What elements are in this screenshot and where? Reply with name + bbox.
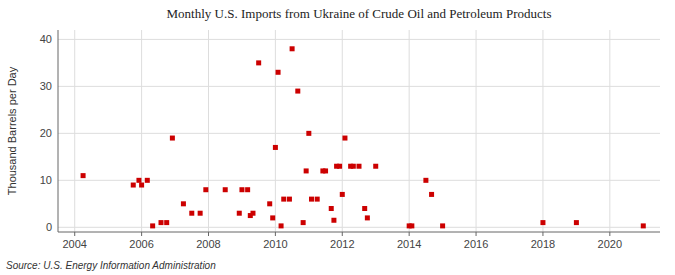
y-tick-label: 0	[46, 221, 52, 233]
point	[329, 206, 334, 211]
point	[373, 164, 378, 169]
x-tick-label: 2018	[531, 238, 555, 250]
point	[429, 192, 434, 197]
x-tick-label: 2020	[598, 238, 622, 250]
x-tick-label: 2004	[62, 238, 86, 250]
point	[331, 218, 336, 223]
point	[170, 136, 175, 141]
grid	[58, 30, 660, 232]
point	[136, 178, 141, 183]
point	[315, 197, 320, 202]
point	[150, 223, 155, 228]
y-grid-line	[58, 227, 660, 228]
point	[256, 60, 261, 65]
point	[181, 201, 186, 206]
x-tick	[342, 232, 343, 236]
point	[270, 215, 275, 220]
y-axis-label: Thousand Barrels per Day	[6, 66, 18, 195]
point	[323, 168, 328, 173]
point	[301, 220, 306, 225]
point	[189, 211, 194, 216]
x-grid-line	[409, 30, 410, 232]
x-axis	[58, 232, 660, 233]
point	[409, 223, 414, 228]
y-grid-line	[58, 39, 660, 40]
x-grid-line	[275, 30, 276, 232]
x-grid-line	[609, 30, 610, 232]
x-tick	[409, 232, 410, 236]
point	[540, 220, 545, 225]
point	[440, 223, 445, 228]
point	[276, 70, 281, 75]
y-tick-label: 10	[40, 174, 52, 186]
point	[250, 211, 255, 216]
point	[267, 201, 272, 206]
point	[340, 192, 345, 197]
x-tick	[141, 232, 142, 236]
point	[273, 145, 278, 150]
point	[223, 187, 228, 192]
x-tick	[476, 232, 477, 236]
point	[237, 211, 242, 216]
point	[306, 131, 311, 136]
point	[290, 46, 295, 51]
y-axis	[58, 30, 59, 232]
point	[295, 89, 300, 94]
point	[423, 178, 428, 183]
y-tick-label: 30	[40, 80, 52, 92]
point	[203, 187, 208, 192]
point	[245, 187, 250, 192]
point	[164, 220, 169, 225]
point	[131, 183, 136, 188]
x-tick	[542, 232, 543, 236]
x-tick-label: 2010	[263, 238, 287, 250]
point	[81, 173, 86, 178]
point	[198, 211, 203, 216]
source: Source: U.S. Energy Information Administ…	[6, 260, 216, 271]
x-grid-line	[141, 30, 142, 232]
point	[574, 220, 579, 225]
point	[159, 220, 164, 225]
x-tick	[275, 232, 276, 236]
y-grid-line	[58, 86, 660, 87]
point	[365, 215, 370, 220]
point	[239, 187, 244, 192]
point	[342, 136, 347, 141]
point	[145, 178, 150, 183]
x-tick	[74, 232, 75, 236]
point	[641, 223, 646, 228]
point	[281, 197, 286, 202]
x-grid-line	[208, 30, 209, 232]
x-tick	[208, 232, 209, 236]
point	[279, 223, 284, 228]
x-tick-label: 2008	[196, 238, 220, 250]
point	[287, 197, 292, 202]
title: Monthly U.S. Imports from Ukraine of Cru…	[167, 6, 552, 21]
point	[304, 168, 309, 173]
chart: 0 10 20 30 40 2004 2006 2008 2010 2012 2014 2016 201…	[0, 0, 675, 275]
point	[139, 183, 144, 188]
x-tick-label: 2016	[464, 238, 488, 250]
point	[309, 197, 314, 202]
points	[81, 46, 646, 228]
x-grid-line	[542, 30, 543, 232]
point	[351, 164, 356, 169]
x-tick	[609, 232, 610, 236]
point	[337, 164, 342, 169]
point	[357, 164, 362, 169]
y-tick-label: 20	[40, 127, 52, 139]
x-grid-line	[342, 30, 343, 232]
x-tick-label: 2014	[397, 238, 421, 250]
x-tick-label: 2012	[330, 238, 354, 250]
y-tick-label: 40	[40, 33, 52, 45]
x-grid-line	[74, 30, 75, 232]
x-tick-label: 2006	[129, 238, 153, 250]
x-grid-line	[476, 30, 477, 232]
point	[362, 206, 367, 211]
y-grid-line	[58, 133, 660, 134]
